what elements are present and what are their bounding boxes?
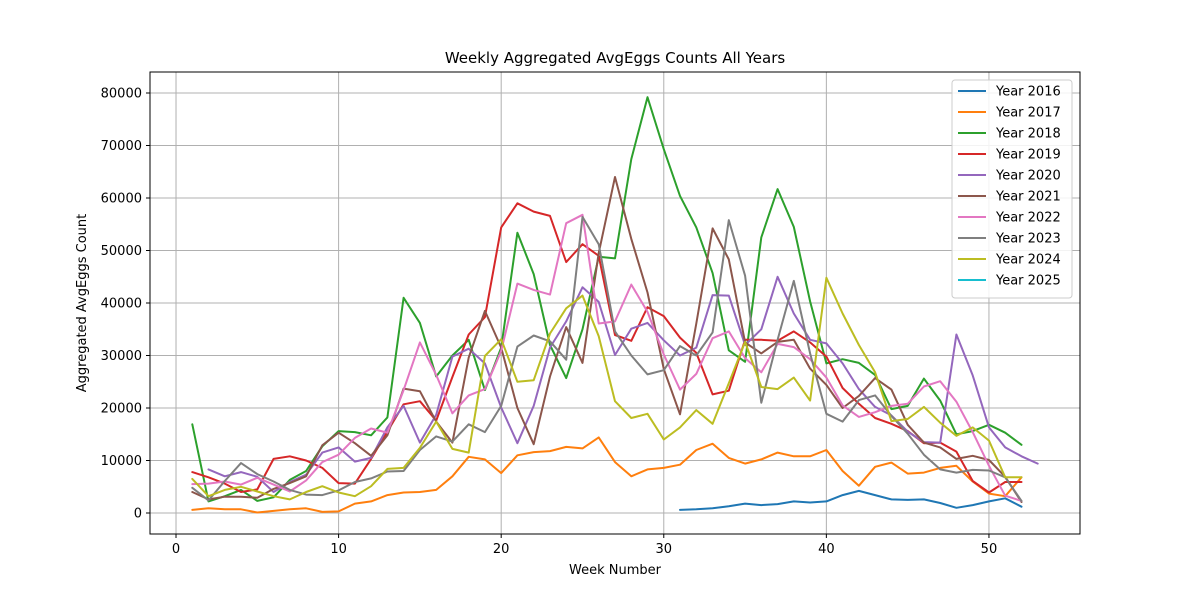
y-axis-label: Aggregated AvgEggs Count bbox=[75, 214, 90, 392]
series-line-year-2019 bbox=[191, 202, 1023, 494]
series-line-year-2024 bbox=[191, 276, 1023, 501]
x-tick-label: 0 bbox=[172, 542, 180, 557]
x-tick-label: 40 bbox=[818, 542, 835, 557]
legend-box bbox=[951, 79, 1073, 299]
y-tick-label: 40000 bbox=[101, 297, 142, 312]
series-line-year-2022 bbox=[191, 213, 1023, 502]
legend: Year 2016 Year 2017 Year 2018 Year 2019 Year… bbox=[951, 79, 1073, 299]
y-tick-label: 10000 bbox=[101, 454, 142, 469]
legend-label: Year 2021 bbox=[995, 190, 1061, 205]
x-tick-label: 20 bbox=[493, 542, 510, 557]
legend-label: Year 2024 bbox=[995, 253, 1061, 268]
y-tick-label: 20000 bbox=[101, 402, 142, 417]
legend-label: Year 2020 bbox=[995, 169, 1061, 184]
legend-label: Year 2023 bbox=[995, 232, 1061, 247]
x-tick-label: 50 bbox=[981, 542, 998, 557]
x-tick-label: 30 bbox=[656, 542, 673, 557]
y-tick-label: 60000 bbox=[101, 192, 142, 207]
y-tick-label: 50000 bbox=[101, 244, 142, 259]
y-tick-label: 80000 bbox=[101, 87, 142, 102]
legend-label: Year 2016 bbox=[995, 85, 1061, 100]
chart-title: Weekly Aggregated AvgEggs Counts All Yea… bbox=[445, 49, 786, 67]
axis-ticks: 0 10 20 30 40 50 0 10000 20000 30000 40000 50000 600… bbox=[101, 87, 998, 558]
series-line-year-2017 bbox=[191, 436, 1023, 514]
series-line-year-2021 bbox=[191, 176, 1023, 503]
legend-label: Year 2018 bbox=[995, 127, 1061, 142]
series-line-year-2016 bbox=[679, 489, 1023, 511]
legend-label: Year 2022 bbox=[995, 211, 1061, 226]
y-tick-label: 0 bbox=[134, 507, 142, 522]
y-tick-label: 70000 bbox=[101, 139, 142, 154]
legend-label: Year 2017 bbox=[995, 106, 1061, 121]
legend-label: Year 2019 bbox=[995, 148, 1061, 163]
x-tick-label: 10 bbox=[330, 542, 347, 557]
y-tick-label: 30000 bbox=[101, 349, 142, 364]
series-lines bbox=[191, 96, 1039, 514]
series-line-year-2023 bbox=[191, 215, 1023, 502]
x-axis-label: Week Number bbox=[569, 563, 662, 578]
legend-label: Year 2025 bbox=[995, 274, 1061, 289]
